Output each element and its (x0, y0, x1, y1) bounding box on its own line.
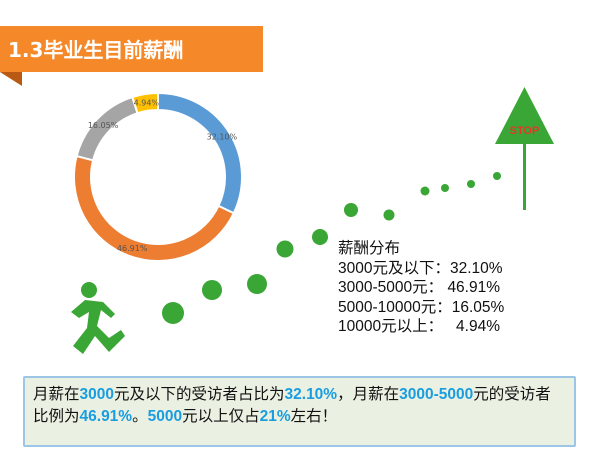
path-dot (247, 274, 267, 294)
salary-distribution-list: 薪酬分布 3000元及以下：32.10% 3000-5000元： 46.91% … (338, 239, 568, 337)
path-dot (344, 203, 358, 217)
summary-text: 元及以下的受访者占比为 (114, 386, 285, 403)
banner-ribbon (0, 26, 269, 72)
donut-slice (73, 154, 236, 262)
salary-row-label: 3000元及以下： (338, 259, 450, 277)
summary-highlight: 21% (259, 408, 291, 425)
salary-row: 10000元以上： 4.94% (338, 317, 568, 337)
summary-text: 左右！ (290, 408, 338, 425)
donut-data-label: 46.91% (117, 244, 148, 253)
summary-text: 元的受访者比例为 (33, 386, 551, 425)
stop-sign-icon: STOP (495, 87, 554, 210)
path-dot (276, 240, 294, 258)
path-dot (312, 229, 328, 245)
page-title: 1.3毕业生目前薪酬 (8, 38, 184, 62)
salary-row: 3000-5000元： 46.91% (338, 278, 568, 298)
summary-highlight: 32.10% (284, 386, 338, 403)
summary-highlight: 46.91% (79, 408, 133, 425)
path-dot (420, 186, 430, 196)
donut-slice (157, 91, 243, 215)
salary-row-value: 16.05% (451, 298, 505, 316)
stop-label: STOP (510, 125, 540, 137)
path-dot (467, 180, 475, 188)
summary-text: 。 (132, 408, 148, 425)
salary-row: 5000-10000元：16.05% (338, 298, 568, 318)
path-dot (441, 184, 449, 192)
salary-row-value: 32.10% (449, 259, 503, 277)
salary-list-title: 薪酬分布 (338, 240, 401, 257)
title-banner: 1.3毕业生目前薪酬 (0, 26, 273, 88)
donut-data-label: 16.05% (88, 121, 119, 130)
path-dot (162, 302, 184, 324)
salary-row-label: 5000-10000元： (338, 298, 452, 316)
donut-slice (131, 91, 159, 115)
summary-highlight: 5000 (147, 408, 183, 425)
summary-text: ，月薪在 (337, 386, 400, 403)
salary-row-label: 10000元以上： (338, 318, 444, 335)
salary-donut-chart: 32.10% 46.91% 16.05% 4.94% (73, 91, 243, 262)
salary-row-label: 3000-5000元： (338, 279, 444, 296)
summary-text: 月薪在 (33, 386, 80, 403)
banner-fold (0, 72, 22, 86)
summary-box: 月薪在3000元及以下的受访者占比为32.10%，月薪在3000-5000元的受… (23, 376, 576, 447)
salary-row-value: 4.94% (456, 318, 500, 335)
salary-row: 3000元及以下：32.10% (338, 259, 568, 279)
running-figure-icon (71, 282, 125, 354)
salary-row-value: 46.91% (447, 279, 501, 296)
summary-highlight: 3000-5000 (399, 386, 474, 403)
path-dot (383, 209, 395, 221)
summary-text: 元以上仅占 (182, 408, 260, 425)
donut-data-label: 32.10% (207, 133, 238, 142)
summary-highlight: 3000 (79, 386, 114, 403)
donut-data-label: 4.94% (134, 98, 160, 107)
path-dot (202, 280, 222, 300)
